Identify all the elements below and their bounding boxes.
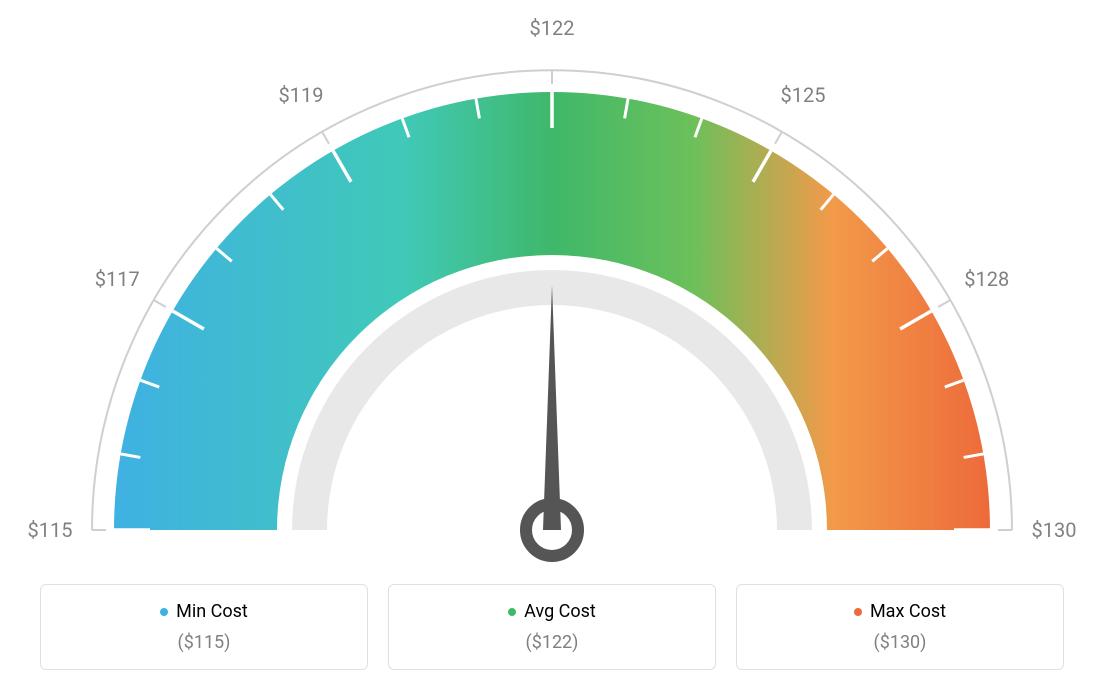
- legend-card-min: Min Cost ($115): [40, 584, 368, 671]
- legend-label-max-text: Max Cost: [870, 601, 946, 622]
- gauge-tick-label: $128: [964, 267, 1009, 291]
- legend-dot-min: [160, 608, 168, 616]
- gauge-tick-label: $122: [530, 16, 575, 40]
- legend-dot-avg: [508, 608, 516, 616]
- gauge-tick-label: $130: [1032, 518, 1077, 542]
- gauge-tick-label: $119: [279, 83, 324, 107]
- gauge-area: $115 $117 $119 $122 $125 $128 $130: [0, 0, 1104, 570]
- legend-value-max: ($130): [757, 632, 1043, 653]
- legend-label-max: Max Cost: [854, 601, 946, 622]
- legend-dot-max: [854, 608, 862, 616]
- gauge-tick-label: $117: [95, 267, 140, 291]
- legend-label-avg: Avg Cost: [508, 601, 596, 622]
- legend-value-avg: ($122): [409, 632, 695, 653]
- legend-row: Min Cost ($115) Avg Cost ($122) Max Cost…: [40, 584, 1064, 671]
- gauge-tick-label: $115: [28, 518, 73, 542]
- legend-card-max: Max Cost ($130): [736, 584, 1064, 671]
- legend-card-avg: Avg Cost ($122): [388, 584, 716, 671]
- gauge-chart-container: $115 $117 $119 $122 $125 $128 $130 Min Cost ($…: [0, 0, 1104, 690]
- gauge-svg: [0, 0, 1104, 570]
- legend-label-avg-text: Avg Cost: [524, 601, 596, 622]
- legend-label-min-text: Min Cost: [176, 601, 248, 622]
- legend-label-min: Min Cost: [160, 601, 248, 622]
- legend-value-min: ($115): [61, 632, 347, 653]
- gauge-tick-label: $125: [781, 83, 826, 107]
